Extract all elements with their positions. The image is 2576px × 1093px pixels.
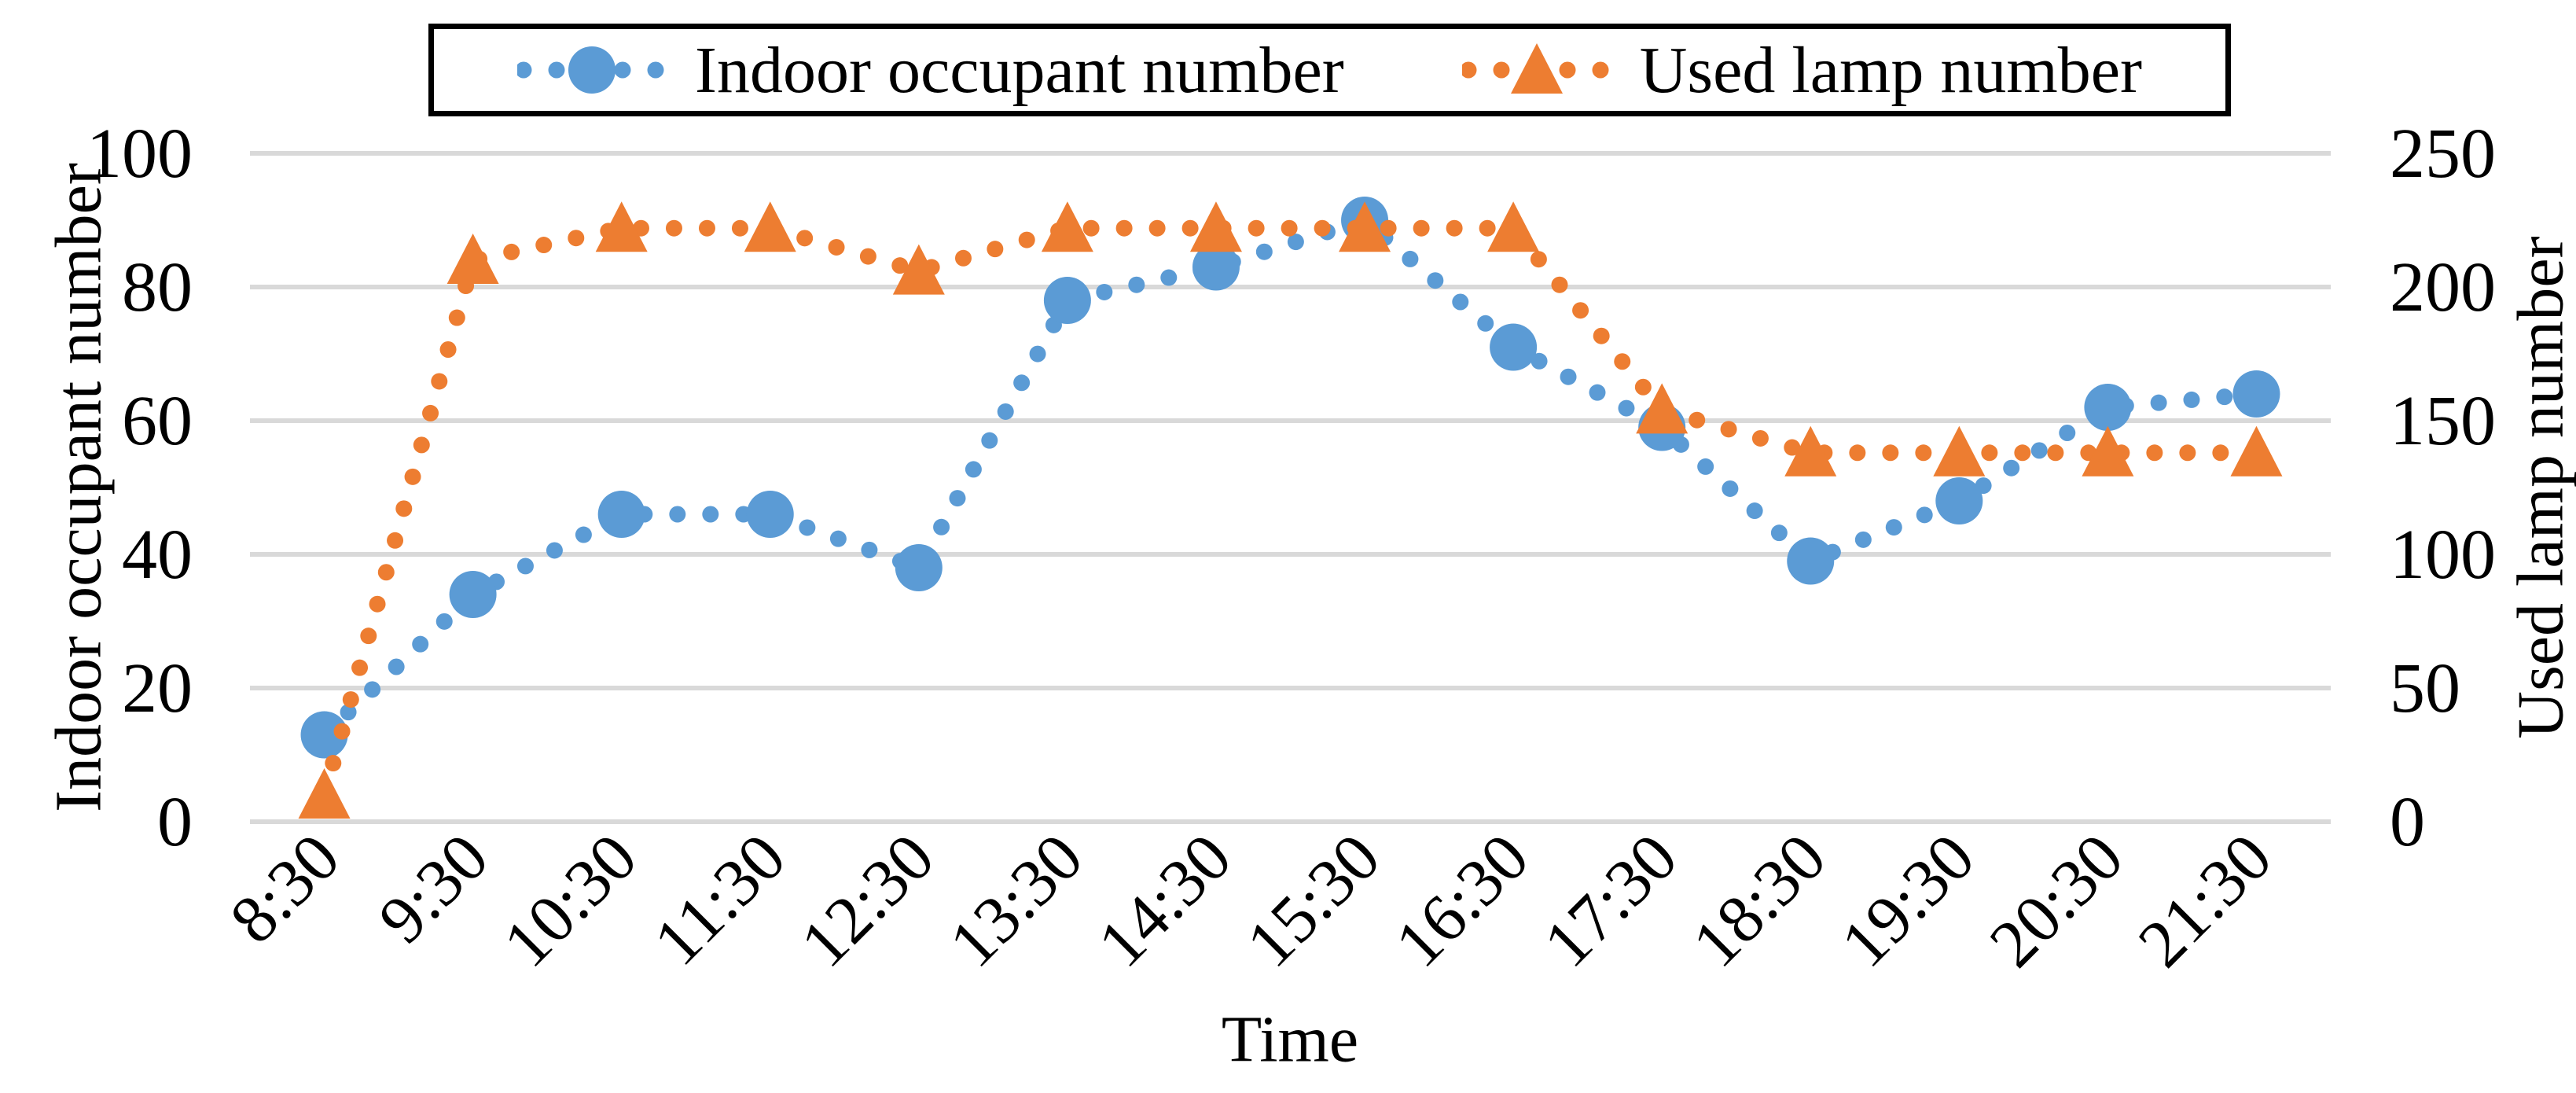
left-y-axis-tick-label: 100 [86,115,193,193]
right-y-axis-title: Used lamp number [2504,236,2576,739]
data-point-circle-marker [2084,384,2132,431]
x-axis-tick-label: 16:30 [1380,819,1542,981]
data-point-triangle-marker [1189,201,1242,252]
series-line-indoor-occupant [316,211,2265,743]
left-y-axis-tick-label: 20 [122,650,193,727]
x-axis-tick-label: 20:30 [1975,819,2137,981]
data-point-circle-marker [746,491,794,538]
left-y-axis-tick-label: 80 [122,248,193,326]
data-point-circle-marker [1192,243,1240,291]
data-point-triangle-marker [744,201,796,252]
left-y-axis-title: Indoor occupant number [42,163,116,812]
data-point-triangle-marker [1339,201,1391,252]
data-point-triangle-marker [2230,425,2283,477]
legend-circle-marker [568,46,616,94]
x-axis-tick-label: 8:30 [215,819,354,958]
data-point-triangle-marker [1933,425,1986,477]
data-point-triangle-marker [1784,425,1837,477]
left-y-axis-tick-label: 40 [122,516,193,594]
data-point-triangle-marker [892,244,945,295]
data-point-triangle-marker [2082,425,2134,477]
series-line-used-lamp [316,219,2265,804]
data-point-triangle-marker [1487,201,1540,252]
x-axis-tick-label: 12:30 [786,819,948,981]
data-point-triangle-marker [1636,383,1689,434]
data-point-triangle-marker [446,234,499,284]
x-axis-tick-label: 11:30 [639,819,799,980]
x-axis-tick-label: 13:30 [935,819,1097,981]
legend-label-used-lamp: Used lamp number [1639,33,2142,107]
x-axis-tick-label: 21:30 [2123,819,2285,981]
data-point-triangle-marker [298,768,351,819]
data-point-circle-marker [449,571,497,618]
data-point-triangle-marker [595,201,648,252]
right-y-axis-tick-label: 100 [2390,516,2496,594]
x-axis-tick-label: 19:30 [1826,819,1988,981]
chart-legend: Indoor occupant number Used lamp number [428,24,2231,116]
x-axis-tick-label: 9:30 [364,819,502,958]
data-point-circle-marker [1787,537,1835,585]
data-point-circle-marker [597,491,645,538]
legend-item-used-lamp: Used lamp number [1461,32,2142,109]
data-point-circle-marker [2232,370,2280,418]
left-y-axis-tick-label: 0 [157,783,193,861]
data-point-circle-marker [1043,277,1091,324]
x-axis-tick-label: 15:30 [1232,819,1394,981]
right-y-axis-tick-label: 250 [2390,115,2496,193]
right-y-axis-tick-label: 50 [2390,650,2460,727]
blue-dotted-circle-marker-icon [517,46,667,94]
data-point-circle-marker [1935,477,1983,524]
data-point-triangle-marker [1041,201,1093,252]
legend-item-indoor-occupant: Indoor occupant number [517,32,1344,109]
x-axis-tick-label: 14:30 [1083,819,1245,981]
x-axis-tick-label: 17:30 [1529,819,1691,981]
right-y-axis-tick-label: 0 [2390,783,2425,861]
x-axis-title: Time [1221,1003,1359,1076]
left-y-axis-tick-label: 60 [122,382,193,460]
data-point-circle-marker [895,544,943,591]
legend-triangle-marker [1510,43,1563,94]
data-point-circle-marker [1490,323,1538,371]
right-y-axis-tick-label: 150 [2390,382,2496,460]
legend-label-indoor-occupant: Indoor occupant number [695,33,1344,107]
x-axis-tick-label: 10:30 [489,819,651,981]
data-point-circle-marker [300,711,348,759]
right-y-axis-tick-label: 200 [2390,248,2496,326]
x-axis-tick-label: 18:30 [1678,819,1839,981]
orange-dotted-triangle-marker-icon [1461,43,1611,94]
